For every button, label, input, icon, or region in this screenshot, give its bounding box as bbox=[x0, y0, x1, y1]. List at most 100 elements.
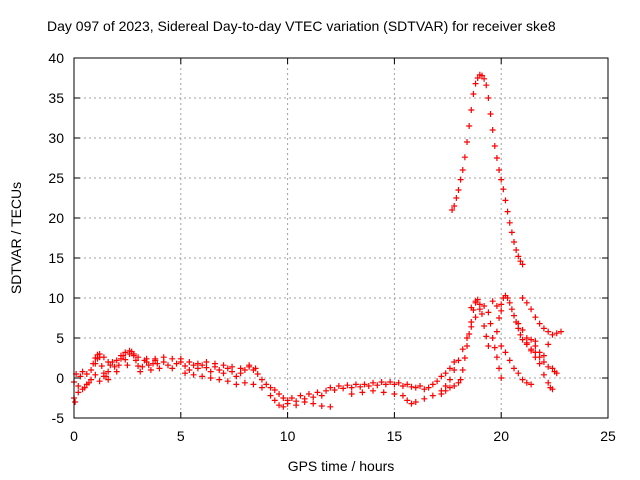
data-point bbox=[135, 354, 142, 361]
data-point bbox=[498, 307, 505, 314]
data-point bbox=[220, 362, 227, 369]
data-point bbox=[506, 219, 513, 226]
y-tick-label: 35 bbox=[48, 90, 64, 106]
data-point bbox=[491, 344, 498, 351]
data-point bbox=[75, 383, 82, 389]
x-tick-label: 25 bbox=[600, 428, 616, 444]
data-point bbox=[493, 328, 500, 335]
data-point bbox=[77, 373, 84, 380]
data-point bbox=[434, 378, 441, 385]
data-point bbox=[75, 389, 82, 396]
data-point bbox=[408, 400, 415, 407]
data-point bbox=[513, 247, 520, 253]
data-point bbox=[466, 123, 473, 129]
data-point bbox=[203, 364, 210, 371]
data-point bbox=[504, 208, 511, 215]
data-point bbox=[94, 355, 101, 362]
data-point bbox=[258, 384, 265, 391]
data-point bbox=[280, 395, 287, 401]
data-point bbox=[254, 371, 261, 377]
y-tick-label: 30 bbox=[48, 130, 64, 146]
data-point bbox=[111, 363, 118, 370]
data-point bbox=[88, 367, 95, 373]
data-point bbox=[457, 376, 464, 383]
data-point bbox=[481, 75, 488, 82]
data-point bbox=[361, 381, 368, 388]
data-point bbox=[528, 347, 535, 354]
data-point bbox=[493, 303, 500, 309]
data-point bbox=[199, 373, 206, 380]
data-point bbox=[117, 352, 124, 359]
data-point bbox=[500, 186, 507, 193]
data-point bbox=[391, 381, 398, 388]
data-point bbox=[493, 155, 500, 161]
x-tick-label: 15 bbox=[387, 428, 403, 444]
data-point bbox=[135, 363, 142, 369]
data-point bbox=[83, 381, 90, 388]
data-point bbox=[224, 365, 231, 372]
data-point bbox=[481, 323, 488, 329]
data-point bbox=[470, 91, 477, 97]
data-point bbox=[314, 389, 321, 396]
data-point bbox=[143, 355, 150, 362]
data-point bbox=[100, 354, 107, 361]
data-point bbox=[147, 367, 154, 373]
data-point bbox=[271, 397, 278, 404]
data-point bbox=[139, 363, 146, 370]
series-tracks-peak bbox=[449, 71, 526, 268]
data-point bbox=[429, 392, 436, 399]
y-tick-label: 15 bbox=[48, 250, 64, 266]
data-point bbox=[517, 258, 524, 265]
data-point bbox=[528, 336, 535, 343]
data-point bbox=[348, 391, 355, 397]
data-point bbox=[160, 354, 167, 361]
data-point bbox=[276, 402, 283, 409]
data-point bbox=[258, 376, 265, 383]
data-point bbox=[124, 362, 131, 369]
data-point bbox=[508, 229, 515, 236]
data-point bbox=[506, 357, 513, 364]
data-point bbox=[540, 352, 547, 359]
data-point bbox=[476, 306, 483, 313]
data-point bbox=[252, 365, 259, 372]
data-point bbox=[493, 354, 500, 361]
data-point bbox=[485, 95, 492, 101]
data-point bbox=[540, 359, 547, 365]
data-point bbox=[474, 75, 481, 81]
data-point bbox=[293, 402, 300, 409]
data-point bbox=[519, 376, 526, 383]
data-point bbox=[489, 127, 496, 133]
data-point bbox=[365, 383, 372, 389]
axis-ticks: 0 5 10 15 20 25 -5 0 5 10 15 20 25 30 35 40 bbox=[48, 50, 616, 444]
data-point bbox=[545, 363, 552, 370]
y-tick-label: 0 bbox=[56, 370, 64, 386]
data-point bbox=[549, 365, 556, 372]
series-tracks-evening bbox=[438, 292, 565, 394]
data-point bbox=[545, 379, 552, 386]
data-point bbox=[318, 403, 325, 409]
data-point bbox=[233, 373, 240, 380]
data-series bbox=[71, 71, 565, 410]
data-point bbox=[455, 187, 462, 193]
data-point bbox=[523, 299, 530, 306]
data-point bbox=[399, 392, 406, 399]
x-tick-label: 0 bbox=[70, 428, 78, 444]
data-point bbox=[519, 295, 526, 301]
data-point bbox=[182, 370, 189, 377]
data-point bbox=[374, 382, 381, 389]
data-point bbox=[408, 383, 415, 390]
data-point bbox=[523, 335, 530, 341]
data-point bbox=[137, 368, 144, 375]
data-point bbox=[92, 371, 99, 378]
data-point bbox=[489, 298, 496, 305]
data-point bbox=[186, 367, 193, 373]
data-point bbox=[498, 301, 505, 308]
x-tick-label: 20 bbox=[493, 428, 509, 444]
data-point bbox=[98, 363, 105, 369]
data-point bbox=[451, 383, 458, 389]
data-point bbox=[549, 331, 556, 338]
series-tracks-lower bbox=[71, 296, 492, 410]
data-point bbox=[451, 359, 458, 365]
data-point bbox=[186, 359, 193, 365]
data-point bbox=[421, 386, 428, 393]
